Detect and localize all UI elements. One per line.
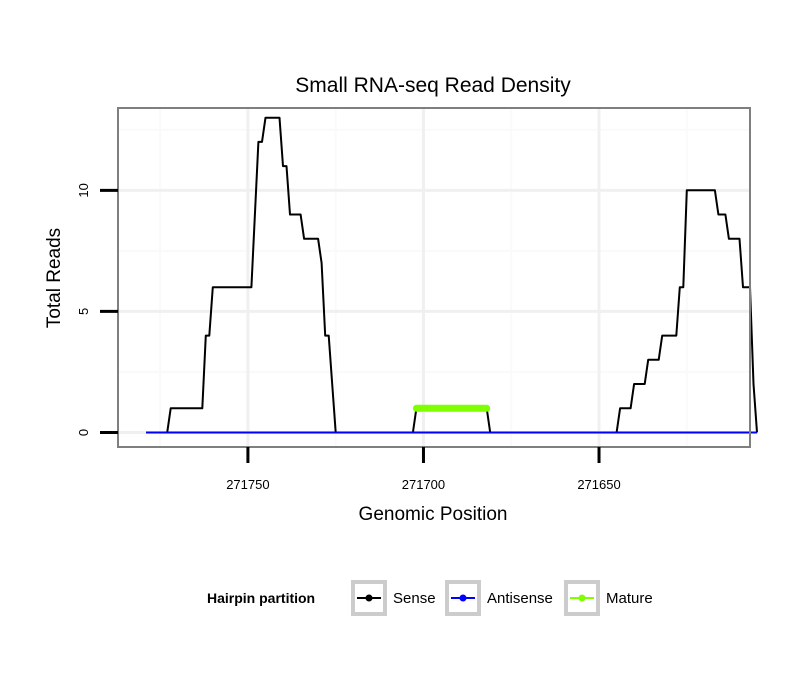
y-axis-title: Total Reads: [44, 228, 65, 328]
legend-item-sense: Sense: [351, 580, 436, 616]
series-layer: [146, 116, 758, 434]
y-tick-label: 5: [76, 308, 91, 315]
legend-key-point: [578, 594, 586, 602]
legend-key-point: [365, 594, 373, 602]
legend-label: Sense: [393, 590, 436, 607]
legend: Hairpin partition Sense Antisense Mature: [207, 580, 653, 616]
x-axis: 271750 271700 271650: [226, 447, 621, 492]
chart-title: Small RNA-seq Read Density: [295, 74, 571, 97]
x-tick-label: 271650: [577, 477, 620, 492]
y-tick-label: 0: [76, 429, 91, 436]
x-tick-label: 271700: [402, 477, 445, 492]
legend-label: Mature: [606, 590, 653, 607]
legend-label: Antisense: [487, 590, 553, 607]
plot-panel: [118, 108, 750, 447]
legend-title: Hairpin partition: [207, 590, 315, 606]
x-axis-title: Genomic Position: [359, 504, 508, 525]
y-axis: 0 5 10: [76, 183, 118, 436]
legend-item-mature: Mature: [564, 580, 653, 616]
plot-border: [117, 107, 751, 448]
x-tick-label: 271750: [226, 477, 269, 492]
legend-item-antisense: Antisense: [445, 580, 553, 616]
y-tick-label: 10: [76, 183, 91, 197]
legend-key-point: [459, 594, 467, 602]
